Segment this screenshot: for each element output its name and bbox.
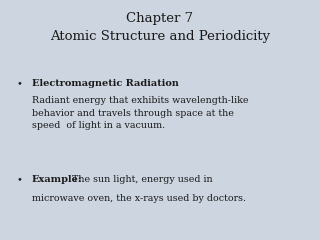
- Text: Chapter 7
Atomic Structure and Periodicity: Chapter 7 Atomic Structure and Periodici…: [50, 12, 270, 43]
- Text: Electromagnetic Radiation: Electromagnetic Radiation: [32, 79, 179, 88]
- Text: •: •: [16, 79, 22, 88]
- Text: Example:: Example:: [32, 175, 82, 184]
- Text: microwave oven, the x-rays used by doctors.: microwave oven, the x-rays used by docto…: [32, 194, 246, 204]
- Text: The sun light, energy used in: The sun light, energy used in: [69, 175, 212, 184]
- Text: •: •: [16, 175, 22, 184]
- Text: Radiant energy that exhibits wavelength-like
behavior and travels through space : Radiant energy that exhibits wavelength-…: [32, 96, 249, 130]
